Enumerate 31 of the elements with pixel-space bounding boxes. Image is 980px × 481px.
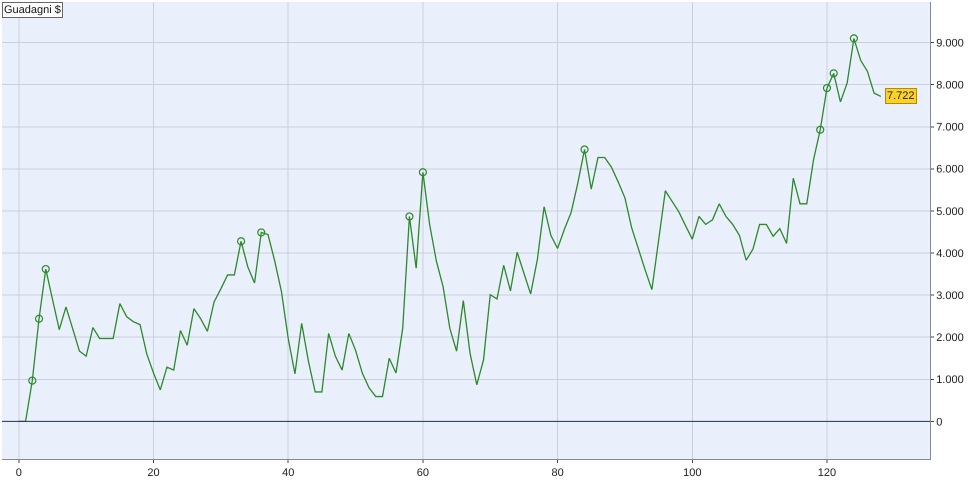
y-tick-label: 6.000 — [936, 164, 964, 176]
x-tick-label: 80 — [551, 467, 564, 480]
annotation: 7.722 — [887, 90, 915, 102]
point — [257, 228, 266, 237]
y-tick-label: 1.000 — [936, 374, 964, 386]
point — [418, 168, 427, 176]
point — [822, 84, 832, 92]
point — [850, 34, 858, 43]
x-tick-label: 40 — [282, 467, 294, 480]
point — [830, 69, 838, 78]
x-tick-label: 60 — [416, 467, 430, 480]
y-tick-label: 9.000 — [936, 37, 964, 50]
point — [580, 145, 589, 154]
y-tick-label: 2.000 — [936, 332, 964, 344]
point — [236, 237, 246, 246]
y-tick-label: 8.000 — [936, 80, 964, 92]
point — [42, 264, 50, 274]
y-tick-label: 5.000 — [936, 206, 964, 218]
x-tick-label: 20 — [147, 467, 160, 480]
y-tick-label: 3.000 — [936, 290, 964, 302]
point — [405, 212, 414, 221]
y-tick-label: 7.000 — [936, 122, 964, 134]
x-tick-label: 0 — [16, 467, 22, 480]
chart-title: Guadagni $ — [4, 4, 61, 16]
y-tick-label: 4.000 — [936, 248, 964, 260]
x-tick-label: 120 — [818, 467, 836, 480]
y-tick-label: 0 — [936, 416, 942, 428]
point — [34, 314, 44, 323]
x-tick-label: 100 — [683, 467, 702, 480]
point — [28, 376, 36, 385]
point — [816, 126, 824, 134]
